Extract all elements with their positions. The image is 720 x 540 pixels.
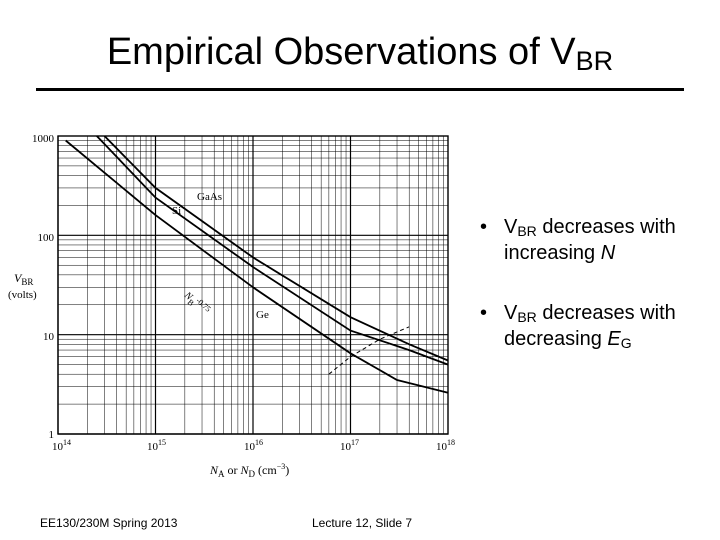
bullet-item-decreasing-eg: • VBR decreases with decreasing EG [474, 300, 714, 352]
bullet-item-increasing-n: • VBR decreases with increasing N [474, 214, 714, 266]
y-tick-label-10: 10 [43, 331, 55, 343]
bullet-dot: • [480, 302, 488, 324]
bullet-text-italic-sub: G [620, 335, 632, 351]
curves [65, 135, 449, 394]
curve-dashed [328, 326, 410, 375]
footer-slide-number: Lecture 12, Slide 7 [312, 516, 413, 530]
x-tick-label-1e16: 1016 [244, 438, 263, 453]
bullet-text-line2: decreasing [504, 328, 608, 350]
chart-svg: 1000 100 10 1 1014 1015 1016 1017 1018 V… [8, 133, 455, 479]
x-tick-label-1e15: 1015 [147, 438, 166, 453]
bullet-text-sub: BR [517, 223, 537, 239]
x-axis-label: NA or ND (cm−3) [209, 462, 289, 479]
bullet-text-line2: increasing [504, 242, 601, 264]
y-tick-label-1000: 1000 [32, 133, 55, 145]
label-ge: Ge [256, 309, 269, 321]
bullet-text-v: V [504, 216, 518, 238]
bullet-text-rest: decreases with [536, 302, 676, 324]
label-si: Si [172, 205, 181, 217]
bullet-dot: • [480, 216, 488, 238]
y-tick-label-1: 1 [49, 429, 55, 441]
grid-lines [57, 136, 448, 435]
footer-course: EE130/230M Spring 2013 [40, 516, 178, 530]
bullet-text-italic: E [607, 328, 621, 350]
breakdown-voltage-chart: 1000 100 10 1 1014 1015 1016 1017 1018 V… [0, 120, 470, 490]
slide-title: Empirical Observations of VBR [106, 31, 614, 76]
y-axis-unit: (volts) [8, 289, 37, 301]
x-tick-label-1e17: 1017 [340, 438, 359, 453]
bullet-text-sub: BR [517, 309, 537, 325]
bullet-text-rest: decreases with [536, 216, 676, 238]
curve-si [96, 135, 449, 366]
bullet-text-italic: N [600, 242, 616, 264]
y-tick-label-100: 100 [38, 232, 55, 244]
x-tick-label-1e14: 1014 [52, 438, 71, 453]
y-axis-label: VBR [14, 271, 33, 287]
x-tick-label-1e18: 1018 [436, 438, 455, 453]
curve-gaas [103, 135, 449, 362]
title-underline [36, 88, 684, 91]
bullet-list: • VBR decreases with increasing N • VBR … [474, 214, 714, 386]
bullet-text-v: V [504, 302, 518, 324]
curve-ge [65, 139, 449, 394]
label-gaas: GaAs [197, 191, 222, 203]
